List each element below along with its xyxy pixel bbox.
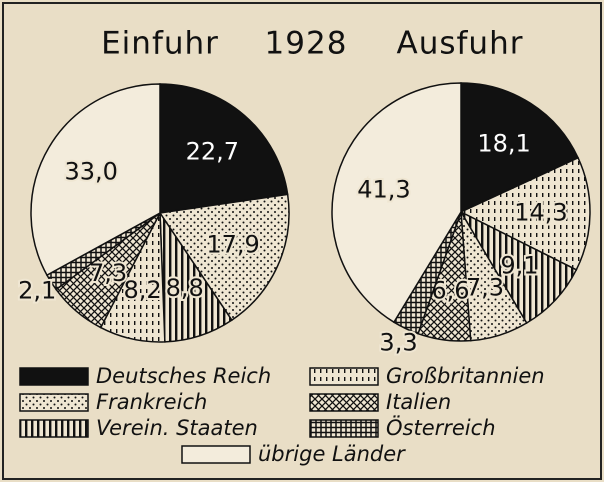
legend-label: Frankreich (96, 390, 207, 414)
value-label: 17,9 (206, 230, 259, 258)
legend-swatch (309, 419, 379, 438)
value-label: 14,3 (514, 198, 567, 226)
legend-label: Verein. Staaten (96, 416, 258, 440)
legend-swatch (181, 445, 251, 464)
pie-slice (158, 193, 290, 322)
legend-swatch (19, 367, 89, 386)
value-label: 7,3 (466, 273, 504, 301)
value-label: 6,6 (431, 276, 469, 304)
pie-slice (331, 82, 462, 324)
legend-swatch (19, 393, 89, 412)
value-label: 2,1 (18, 276, 56, 304)
pie-slice (30, 83, 161, 277)
chart-title: Ausfuhr (397, 26, 524, 62)
value-label: 3,3 (379, 329, 417, 357)
legend-swatch (309, 367, 379, 386)
value-label: 9,1 (500, 252, 538, 280)
legend-label: übrige Länder (258, 442, 406, 466)
value-label: 8,2 (123, 276, 161, 304)
legend-label: Großbritannien (386, 364, 545, 388)
year: 1928 (265, 26, 348, 62)
legend-swatch (309, 393, 379, 412)
pie-slice (460, 82, 580, 214)
legend-label: Italien (386, 390, 451, 414)
value-label: 41,3 (357, 175, 410, 203)
pie-slice (159, 83, 289, 214)
value-label: 8,8 (166, 274, 204, 302)
pie-slice (459, 156, 591, 271)
value-label: 33,0 (64, 157, 117, 185)
value-label: 7,3 (89, 259, 127, 287)
value-label: 18,1 (477, 130, 530, 158)
legend-swatch (19, 419, 89, 438)
chart-title: Einfuhr (101, 26, 219, 62)
value-label: 22,7 (186, 138, 239, 166)
legend-label: Österreich (386, 415, 496, 440)
legend-label: Deutsches Reich (96, 364, 271, 388)
